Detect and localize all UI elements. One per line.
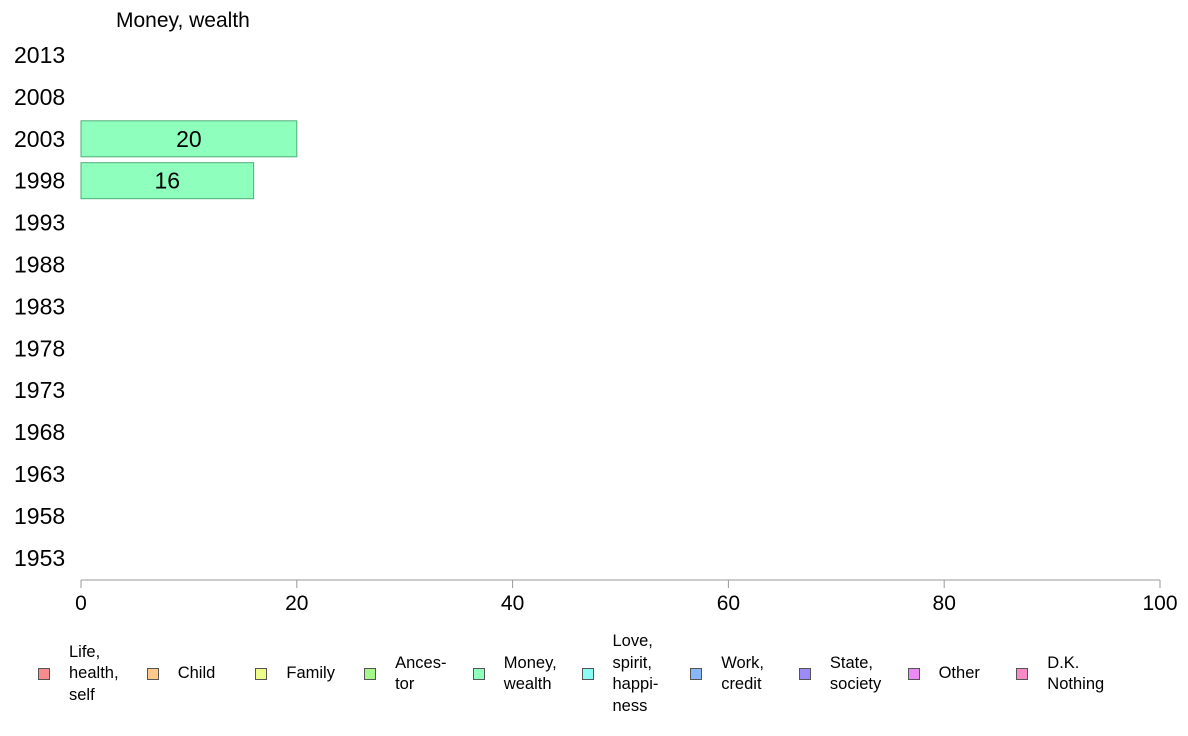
legend-item: Work, credit [690, 632, 764, 716]
x-tick-label: 80 [933, 592, 956, 615]
legend-label: Life, health, self [69, 642, 119, 704]
x-tick-label: 100 [1142, 592, 1177, 615]
chart-title: Money, wealth [116, 9, 250, 32]
y-tick-label: 2013 [14, 42, 65, 68]
legend-swatch [472, 668, 485, 680]
legend-label: D.K. Nothing [1047, 653, 1105, 694]
x-tick-label: 0 [75, 592, 87, 615]
legend-label: Work, credit [721, 653, 764, 694]
y-tick-label: 1963 [14, 461, 65, 487]
legend-label: Child [177, 664, 216, 683]
x-tick-label: 20 [285, 592, 308, 615]
x-tick-label: 40 [501, 592, 524, 615]
y-tick-label: 1993 [14, 210, 65, 236]
bar [80, 162, 255, 200]
bar-value-label: 20 [176, 126, 202, 152]
legend-label: State, society [829, 653, 882, 694]
bar [80, 120, 298, 158]
legend-item: D.K. Nothing [1016, 632, 1104, 716]
legend-swatch [798, 668, 811, 680]
legend: Life, health, self Child Family Ances- tor M… [38, 632, 1168, 722]
y-tick-label: 1953 [14, 545, 65, 571]
bar-value-label: 16 [155, 168, 181, 194]
legend-swatch [146, 668, 159, 680]
legend-swatch [255, 668, 268, 680]
y-axis-labels: 2013 2008 2003 1998 1993 1988 1983 1978 1973 1968… [14, 42, 65, 571]
y-tick-label: 2003 [14, 126, 65, 152]
y-tick-label: 1958 [14, 503, 65, 529]
legend-item: Love, spirit, happi- ness [581, 632, 659, 716]
x-axis: 0 20 40 60 80 100 [75, 579, 1178, 615]
y-tick-label: 2008 [14, 84, 65, 110]
legend-item: Ances- tor [364, 632, 446, 716]
y-tick-label: 1978 [14, 335, 65, 361]
legend-swatch [690, 668, 703, 680]
legend-label: Money, wealth [503, 653, 557, 694]
x-tick-label: 60 [717, 592, 740, 615]
legend-label: Love, spirit, happi- ness [612, 632, 659, 715]
legend-swatch [364, 668, 377, 680]
legend-swatch [907, 668, 920, 680]
legend-item: Money, wealth [472, 632, 557, 716]
legend-swatch [1016, 668, 1029, 680]
y-tick-label: 1968 [14, 419, 65, 445]
legend-item: Family [255, 632, 335, 716]
y-tick-label: 1998 [14, 168, 65, 194]
legend-item: State, society [798, 632, 882, 716]
legend-swatch [38, 668, 50, 680]
legend-label: Family [286, 664, 335, 683]
legend-item: Life, health, self [38, 632, 119, 716]
y-tick-label: 1983 [14, 293, 65, 319]
legend-item: Child [146, 632, 216, 716]
y-tick-label: 1988 [14, 252, 65, 278]
legend-label: Other [938, 664, 980, 683]
legend-swatch [581, 668, 594, 680]
y-tick-label: 1973 [14, 377, 65, 403]
legend-item: Other [907, 632, 980, 716]
bar-chart: Money, wealth 2013 2008 2003 1998 1993 1988 19… [14, 9, 1178, 615]
legend-label: Ances- tor [395, 653, 447, 694]
